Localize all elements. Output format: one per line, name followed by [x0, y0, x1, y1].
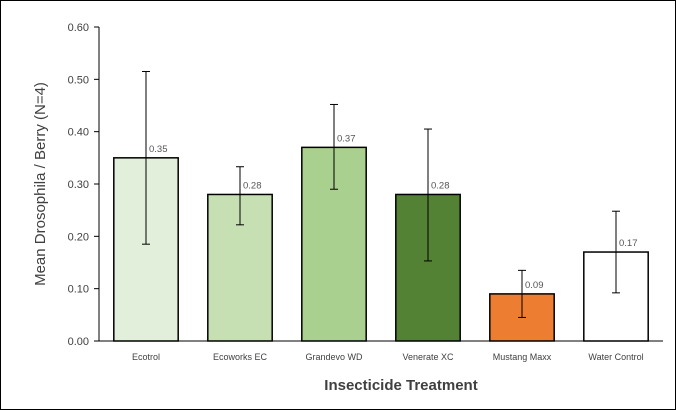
data-label: 0.28 [431, 180, 450, 191]
data-label: 0.37 [337, 133, 356, 144]
x-tick-label: Ecoworks EC [213, 352, 268, 362]
y-tick-label: 0.20 [68, 231, 89, 243]
y-tick-label: 0.50 [68, 74, 89, 86]
x-tick-label: Ecotrol [132, 352, 160, 362]
y-tick-label: 0.10 [68, 284, 89, 296]
y-axis-title: Mean Drosophila / Berry (N=4) [32, 82, 49, 286]
data-label: 0.35 [149, 144, 168, 155]
y-tick-label: 0.30 [68, 179, 89, 191]
x-tick-label: Venerate XC [402, 352, 454, 362]
data-label: 0.09 [525, 280, 544, 291]
x-tick-label: Grandevo WD [305, 352, 363, 362]
x-tick-label: Water Control [588, 352, 643, 362]
x-axis-title: Insecticide Treatment [324, 377, 477, 394]
y-tick-label: 0.60 [68, 22, 89, 34]
y-tick-label: 0.00 [68, 336, 89, 348]
y-tick-label: 0.40 [68, 127, 89, 139]
x-tick-label: Mustang Maxx [493, 352, 552, 362]
data-label: 0.28 [243, 180, 262, 191]
data-label: 0.17 [619, 238, 638, 249]
